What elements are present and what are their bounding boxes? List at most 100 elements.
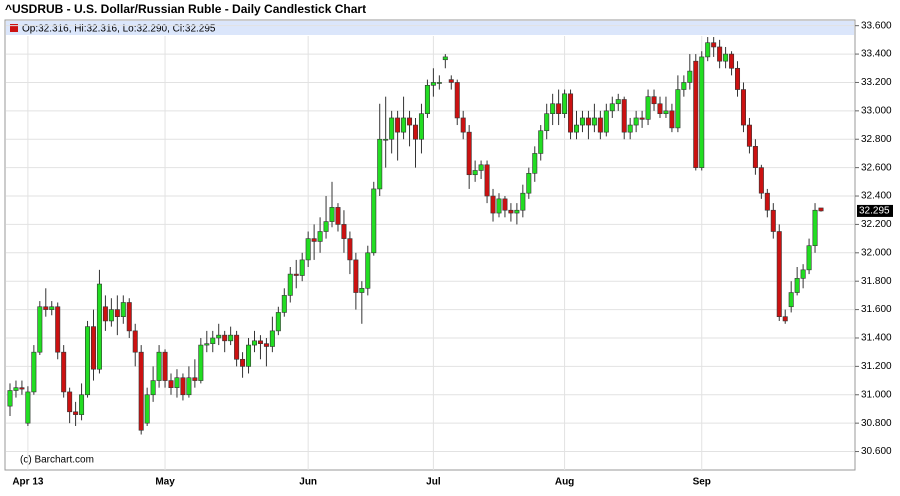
candle-body	[323, 221, 329, 232]
x-tick-label: Sep	[693, 477, 711, 488]
candle-body	[341, 224, 347, 239]
candle-body	[210, 337, 216, 344]
candle-body	[7, 390, 13, 407]
last-price-label: 32.295	[859, 206, 890, 217]
chart-title: ^USDRUB - U.S. Dollar/Russian Ruble - Da…	[5, 2, 366, 16]
labels: 30.600 30.800 31.000 31.200 31.400 31.600 31.8…	[12, 20, 893, 488]
candle-body	[806, 245, 812, 271]
candle-body	[132, 330, 138, 353]
candle-body	[240, 358, 246, 367]
candle-body	[120, 302, 126, 317]
candle-body	[669, 110, 675, 129]
candle-body	[228, 334, 234, 342]
candle-body	[257, 340, 263, 344]
candle-body	[275, 312, 281, 332]
candle-body	[752, 146, 758, 168]
candle-body	[532, 153, 538, 174]
candle-body	[377, 138, 383, 190]
candle-body	[138, 351, 144, 431]
watermark: (c) Barchart.com	[20, 455, 94, 466]
candle-body	[73, 411, 79, 415]
candle-body	[186, 377, 192, 396]
candle-body	[740, 89, 746, 126]
candle-body	[705, 42, 711, 58]
candle-body	[663, 110, 669, 114]
candle-body	[639, 117, 645, 120]
y-tick-label: 33.200	[861, 77, 892, 88]
legend-swatch	[10, 24, 18, 32]
candle-body	[794, 278, 800, 293]
candle-body	[192, 377, 198, 381]
y-tick-label: 32.600	[861, 162, 892, 173]
candle-body	[43, 306, 49, 310]
candle-body	[114, 309, 120, 317]
candle-body	[61, 351, 67, 393]
candle-body	[299, 259, 305, 276]
candle-body	[424, 84, 430, 114]
y-tick-label: 30.800	[861, 418, 892, 429]
candle-body	[633, 117, 639, 126]
candle-body	[335, 207, 341, 225]
y-tick-label: 32.200	[861, 219, 892, 230]
y-tick-label: 33.000	[861, 105, 892, 116]
candle-body	[430, 82, 436, 86]
candle-body	[657, 103, 663, 114]
x-tick-label: Jun	[299, 477, 317, 488]
candle-body	[168, 380, 174, 388]
candle-body	[764, 192, 770, 211]
candle-body	[317, 231, 323, 242]
candle-body	[591, 117, 597, 126]
candle-body	[281, 295, 287, 313]
candle-body	[126, 302, 132, 332]
candle-body	[383, 138, 389, 141]
candle-body	[174, 377, 180, 388]
legend-bar	[6, 21, 854, 35]
candle-body	[222, 334, 228, 342]
candle-body	[478, 164, 484, 171]
candle-body	[353, 259, 359, 293]
candle-body	[645, 96, 651, 120]
y-tick-label: 33.400	[861, 49, 892, 60]
candle-body	[574, 124, 580, 133]
candle-body	[735, 67, 741, 90]
candle-body	[782, 316, 788, 322]
candle-body	[204, 343, 210, 346]
candle-body	[37, 306, 43, 353]
candle-body	[25, 391, 31, 424]
candle-body	[597, 117, 603, 133]
candle-body	[418, 113, 424, 140]
candle-body	[246, 344, 252, 367]
candle-body	[198, 344, 204, 381]
candle-body	[90, 326, 96, 370]
candle-body	[49, 306, 55, 310]
y-tick-label: 31.800	[861, 276, 892, 287]
candle-body	[687, 70, 693, 83]
candle-body	[401, 117, 407, 133]
candle-body	[311, 238, 317, 242]
candle-body	[365, 252, 371, 289]
candle-body	[758, 167, 764, 194]
candle-body	[490, 195, 496, 214]
candle-body	[699, 56, 705, 168]
candle-body	[162, 351, 168, 381]
candle-body	[681, 82, 687, 90]
x-tick-label: Apr 13	[12, 477, 44, 488]
candle-body	[329, 207, 335, 222]
candle-body	[723, 53, 729, 62]
candle-body	[347, 238, 353, 261]
candle-body	[556, 103, 562, 114]
x-tick-label: May	[155, 477, 175, 488]
candle-body	[287, 273, 293, 296]
candle-body	[436, 82, 442, 84]
candle-body	[651, 96, 657, 105]
candle-body	[108, 309, 114, 322]
candle-body	[800, 269, 806, 279]
candle-body	[412, 124, 418, 140]
candle-body	[371, 188, 377, 254]
candle-body	[448, 79, 454, 83]
candle-body	[234, 334, 240, 360]
candle-body	[812, 209, 818, 247]
candle-body	[180, 377, 186, 396]
candle-body	[269, 330, 275, 347]
